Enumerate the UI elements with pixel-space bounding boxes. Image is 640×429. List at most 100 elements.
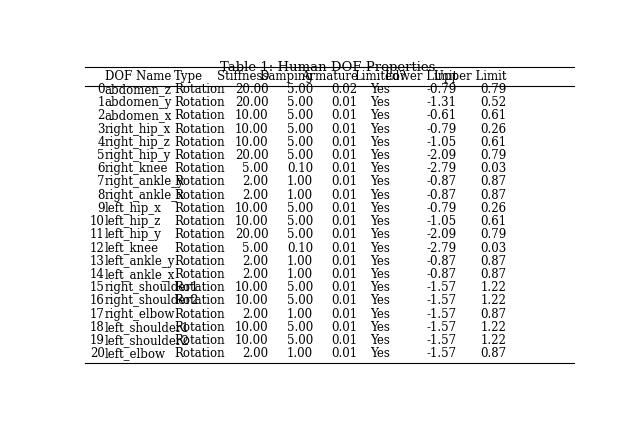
Text: left_shoulder1: left_shoulder1 xyxy=(105,321,189,334)
Text: 2.00: 2.00 xyxy=(243,255,269,268)
Text: 5.00: 5.00 xyxy=(287,96,313,109)
Text: Rotation: Rotation xyxy=(174,281,225,294)
Text: left_ankle_y: left_ankle_y xyxy=(105,255,175,268)
Text: 10.00: 10.00 xyxy=(235,109,269,122)
Text: Yes: Yes xyxy=(370,281,390,294)
Text: 0.87: 0.87 xyxy=(481,268,507,281)
Text: Yes: Yes xyxy=(370,321,390,334)
Text: -1.57: -1.57 xyxy=(427,294,457,308)
Text: -0.87: -0.87 xyxy=(427,175,457,188)
Text: 0.10: 0.10 xyxy=(287,242,313,254)
Text: Yes: Yes xyxy=(370,294,390,308)
Text: Rotation: Rotation xyxy=(174,109,225,122)
Text: -0.87: -0.87 xyxy=(427,255,457,268)
Text: 1: 1 xyxy=(97,96,105,109)
Text: 2.00: 2.00 xyxy=(243,268,269,281)
Text: 1.00: 1.00 xyxy=(287,189,313,202)
Text: 0.01: 0.01 xyxy=(332,308,358,320)
Text: 0.01: 0.01 xyxy=(332,123,358,136)
Text: -1.05: -1.05 xyxy=(427,215,457,228)
Text: Rotation: Rotation xyxy=(174,268,225,281)
Text: Yes: Yes xyxy=(370,334,390,347)
Text: 2.00: 2.00 xyxy=(243,347,269,360)
Text: 7: 7 xyxy=(97,175,105,188)
Text: Limited?: Limited? xyxy=(354,70,406,83)
Text: -1.57: -1.57 xyxy=(427,347,457,360)
Text: Yes: Yes xyxy=(370,162,390,175)
Text: left_hip_z: left_hip_z xyxy=(105,215,161,228)
Text: 0.01: 0.01 xyxy=(332,242,358,254)
Text: Stiffness: Stiffness xyxy=(217,70,269,83)
Text: Lower Limit: Lower Limit xyxy=(385,70,457,83)
Text: 0.26: 0.26 xyxy=(481,123,507,136)
Text: -0.61: -0.61 xyxy=(427,109,457,122)
Text: right_elbow: right_elbow xyxy=(105,308,175,320)
Text: Yes: Yes xyxy=(370,308,390,320)
Text: 0.01: 0.01 xyxy=(332,268,358,281)
Text: 0.01: 0.01 xyxy=(332,255,358,268)
Text: Rotation: Rotation xyxy=(174,96,225,109)
Text: -1.31: -1.31 xyxy=(427,96,457,109)
Text: 13: 13 xyxy=(90,255,105,268)
Text: Rotation: Rotation xyxy=(174,294,225,308)
Text: 10.00: 10.00 xyxy=(235,281,269,294)
Text: left_hip_y: left_hip_y xyxy=(105,228,162,242)
Text: 0.01: 0.01 xyxy=(332,149,358,162)
Text: 10.00: 10.00 xyxy=(235,136,269,149)
Text: 8: 8 xyxy=(97,189,105,202)
Text: Rotation: Rotation xyxy=(174,347,225,360)
Text: right_hip_x: right_hip_x xyxy=(105,123,171,136)
Text: Rotation: Rotation xyxy=(174,162,225,175)
Text: -1.57: -1.57 xyxy=(427,321,457,334)
Text: Rotation: Rotation xyxy=(174,334,225,347)
Text: Yes: Yes xyxy=(370,83,390,96)
Text: Rotation: Rotation xyxy=(174,308,225,320)
Text: 1.00: 1.00 xyxy=(287,308,313,320)
Text: -0.87: -0.87 xyxy=(427,189,457,202)
Text: 5.00: 5.00 xyxy=(287,294,313,308)
Text: 10: 10 xyxy=(90,215,105,228)
Text: 0.87: 0.87 xyxy=(481,189,507,202)
Text: 0.01: 0.01 xyxy=(332,175,358,188)
Text: Rotation: Rotation xyxy=(174,202,225,215)
Text: Yes: Yes xyxy=(370,109,390,122)
Text: 1.00: 1.00 xyxy=(287,175,313,188)
Text: abdomen_z: abdomen_z xyxy=(105,83,172,96)
Text: Rotation: Rotation xyxy=(174,149,225,162)
Text: 14: 14 xyxy=(90,268,105,281)
Text: 0.01: 0.01 xyxy=(332,228,358,242)
Text: -2.79: -2.79 xyxy=(427,242,457,254)
Text: right_shoulder1: right_shoulder1 xyxy=(105,281,199,294)
Text: Armature: Armature xyxy=(301,70,358,83)
Text: Upper Limit: Upper Limit xyxy=(434,70,507,83)
Text: 0.03: 0.03 xyxy=(480,162,507,175)
Text: 2.00: 2.00 xyxy=(243,189,269,202)
Text: Rotation: Rotation xyxy=(174,175,225,188)
Text: -1.05: -1.05 xyxy=(427,136,457,149)
Text: 19: 19 xyxy=(90,334,105,347)
Text: left_shoulder2: left_shoulder2 xyxy=(105,334,189,347)
Text: 5.00: 5.00 xyxy=(287,228,313,242)
Text: 20.00: 20.00 xyxy=(235,96,269,109)
Text: 0.87: 0.87 xyxy=(481,308,507,320)
Text: 1.00: 1.00 xyxy=(287,255,313,268)
Text: 0.01: 0.01 xyxy=(332,334,358,347)
Text: 0.03: 0.03 xyxy=(480,242,507,254)
Text: 10.00: 10.00 xyxy=(235,123,269,136)
Text: -0.79: -0.79 xyxy=(427,123,457,136)
Text: 0.01: 0.01 xyxy=(332,189,358,202)
Text: Yes: Yes xyxy=(370,96,390,109)
Text: 1.00: 1.00 xyxy=(287,347,313,360)
Text: 0.02: 0.02 xyxy=(332,83,358,96)
Text: 0.79: 0.79 xyxy=(480,149,507,162)
Text: 20: 20 xyxy=(90,347,105,360)
Text: -2.79: -2.79 xyxy=(427,162,457,175)
Text: Damping: Damping xyxy=(259,70,313,83)
Text: 5.00: 5.00 xyxy=(287,281,313,294)
Text: -1.57: -1.57 xyxy=(427,308,457,320)
Text: 0.79: 0.79 xyxy=(480,83,507,96)
Text: abdomen_y: abdomen_y xyxy=(105,96,172,109)
Text: 20.00: 20.00 xyxy=(235,228,269,242)
Text: 0.87: 0.87 xyxy=(481,255,507,268)
Text: 1.22: 1.22 xyxy=(481,321,507,334)
